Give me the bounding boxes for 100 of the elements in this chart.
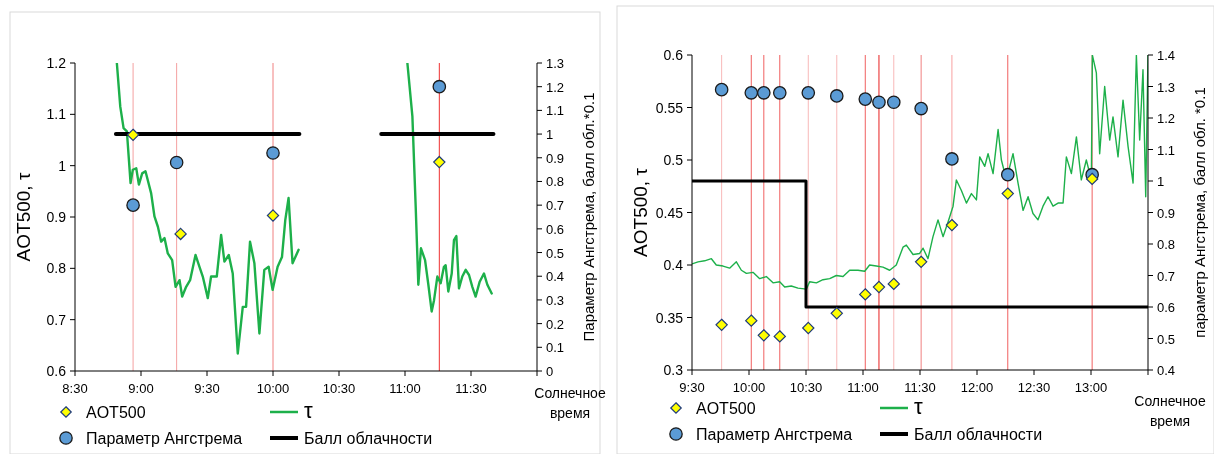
x-tick-label: 10:00	[732, 380, 766, 395]
point	[266, 146, 280, 160]
point	[859, 288, 872, 301]
point	[886, 95, 901, 110]
y2-tick-label: 0.1	[546, 340, 565, 356]
point	[432, 79, 447, 94]
y2-tick-label: 0	[546, 364, 554, 379]
point	[1085, 172, 1099, 186]
y-tick-label: 0.5	[663, 152, 684, 168]
point	[714, 82, 729, 97]
y2-tick-label: 0.6	[546, 221, 565, 237]
y2-tick-label: 0.9	[1157, 205, 1176, 221]
point	[945, 218, 959, 232]
point	[433, 155, 446, 169]
point	[169, 155, 184, 170]
legend-label: AOT500	[86, 404, 146, 421]
y-tick-label: 0.35	[655, 309, 684, 326]
y2-tick-label: 1.3	[1157, 79, 1176, 95]
y-tick-label: 0.4	[663, 257, 684, 273]
y2-tick-label: 0.8	[1157, 237, 1176, 252]
y-tick-label: 0.55	[655, 99, 684, 116]
x-tick-label: 9:30	[194, 381, 220, 396]
point	[266, 209, 280, 222]
legend-label: Балл облачности	[914, 426, 1043, 443]
y2-tick-label: 0.5	[1157, 331, 1176, 347]
point	[1001, 187, 1014, 200]
y-tick-label: 0.9	[46, 209, 67, 225]
point	[757, 329, 771, 342]
x-tick-label: 10:30	[322, 381, 356, 396]
y2-tick-label: 0.8	[546, 174, 565, 190]
point	[745, 314, 758, 327]
y-axis-title: AOT500, τ	[13, 172, 34, 262]
y2-tick-label: 1.4	[1157, 48, 1176, 63]
y2-tick-label: 0.4	[1157, 363, 1176, 378]
legend-label: Балл облачности	[304, 430, 433, 447]
y2-tick-label: 1.1	[1157, 142, 1176, 158]
y2-tick-label: 1.1	[546, 103, 565, 119]
point	[744, 85, 759, 100]
y2-tick-label: 0.5	[546, 245, 565, 261]
x-tick-label: 8:30	[62, 381, 88, 396]
point	[872, 280, 886, 294]
point	[174, 227, 187, 241]
legend-label: τ	[304, 398, 313, 423]
point	[872, 95, 886, 110]
x-tick-label: 13:00	[1074, 380, 1108, 395]
legend-label: Параметр Ангстрема	[86, 430, 243, 447]
y-tick-label: 1.2	[46, 55, 67, 71]
x-tick-label: 10:30	[789, 380, 823, 395]
y-tick-label: 0.8	[46, 260, 67, 277]
point	[830, 307, 843, 320]
point	[715, 318, 728, 332]
y2-tick-label: 1.2	[546, 79, 565, 95]
x-tick-label: 10:00	[256, 381, 290, 396]
point	[773, 330, 786, 343]
legend-label: τ	[914, 394, 923, 419]
point	[887, 277, 900, 291]
y2-axis-title: Параметр Ангстрема, балл обл.*0.1	[580, 92, 597, 342]
point	[126, 128, 140, 142]
y2-tick-label: 0.6	[1157, 300, 1176, 315]
y-tick-label: 0.45	[655, 204, 684, 221]
y2-tick-label: 1.3	[546, 56, 565, 71]
x-tick-label: 12:00	[960, 380, 994, 395]
line-series	[115, 63, 300, 355]
legend-label: AOT500	[696, 400, 756, 417]
y-tick-label: 0.6	[46, 363, 67, 379]
x-tick-label: 12:30	[1017, 380, 1051, 395]
point	[914, 255, 928, 269]
y2-tick-label: 0.9	[546, 150, 565, 166]
x-tick-label: 9:30	[679, 380, 705, 395]
x-axis-title: Солнечное время	[1134, 393, 1206, 429]
point	[858, 92, 873, 106]
y-tick-label: 0.3	[663, 362, 684, 378]
y-tick-label: 0.6	[663, 47, 684, 63]
y2-tick-label: 0.2	[546, 316, 565, 332]
line-series	[406, 63, 493, 313]
point	[801, 85, 816, 100]
point	[126, 198, 140, 212]
point	[756, 85, 771, 100]
y2-tick-label: 0.7	[1157, 268, 1176, 284]
y-axis-title: AOT500, τ	[630, 167, 651, 257]
line-series	[692, 55, 1148, 290]
legend-label: Параметр Ангстрема	[696, 426, 853, 443]
y-tick-label: 1.1	[46, 106, 67, 123]
x-tick-label: 11:30	[904, 380, 936, 395]
y2-tick-label: 1	[546, 127, 554, 143]
point	[802, 321, 815, 335]
x-tick-label: 11:00	[847, 380, 879, 395]
y-tick-label: 1	[58, 157, 67, 174]
x-tick-label: 11:30	[455, 381, 487, 396]
point	[829, 89, 844, 103]
x-axis-title: Солнечное время	[534, 385, 606, 421]
y-tick-label: 0.7	[46, 311, 67, 328]
y2-tick-label: 1	[1157, 174, 1165, 189]
point	[945, 152, 959, 166]
y2-tick-label: 0.3	[546, 292, 565, 308]
y2-tick-label: 1.2	[1157, 111, 1176, 126]
y2-tick-label: 0.7	[546, 198, 565, 214]
point	[772, 85, 787, 100]
x-tick-label: 9:00	[128, 381, 154, 396]
y2-axis-title: параметр Ангстрема, балл обл. *0.1	[1191, 87, 1208, 338]
